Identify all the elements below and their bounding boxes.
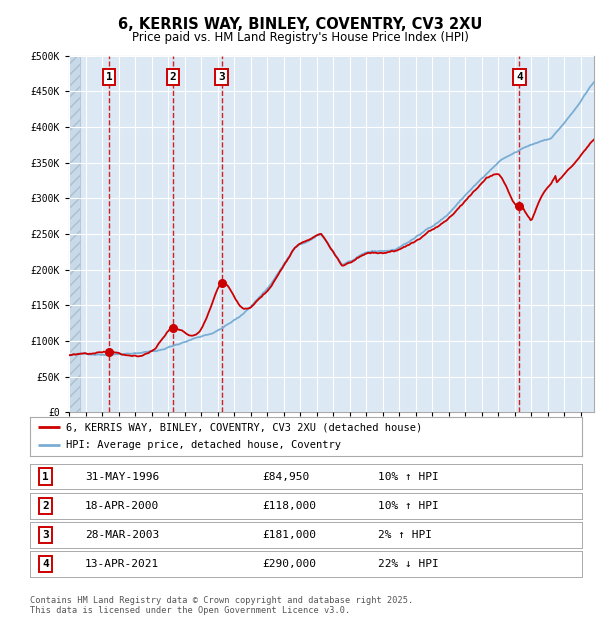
Bar xyxy=(69,56,80,412)
Text: 22% ↓ HPI: 22% ↓ HPI xyxy=(378,559,439,569)
Text: 1: 1 xyxy=(106,72,112,82)
Text: HPI: Average price, detached house, Coventry: HPI: Average price, detached house, Cove… xyxy=(66,440,341,450)
Text: £181,000: £181,000 xyxy=(262,530,316,540)
Text: 2: 2 xyxy=(170,72,176,82)
Text: 6, KERRIS WAY, BINLEY, COVENTRY, CV3 2XU (detached house): 6, KERRIS WAY, BINLEY, COVENTRY, CV3 2XU… xyxy=(66,422,422,432)
Text: 2% ↑ HPI: 2% ↑ HPI xyxy=(378,530,432,540)
Text: 28-MAR-2003: 28-MAR-2003 xyxy=(85,530,160,540)
Text: 4: 4 xyxy=(42,559,49,569)
Text: Contains HM Land Registry data © Crown copyright and database right 2025.
This d: Contains HM Land Registry data © Crown c… xyxy=(30,596,413,615)
Text: 4: 4 xyxy=(516,72,523,82)
Text: £84,950: £84,950 xyxy=(262,472,309,482)
Text: 1: 1 xyxy=(42,472,49,482)
Text: 10% ↑ HPI: 10% ↑ HPI xyxy=(378,501,439,511)
Text: Price paid vs. HM Land Registry's House Price Index (HPI): Price paid vs. HM Land Registry's House … xyxy=(131,31,469,44)
Text: 3: 3 xyxy=(42,530,49,540)
Text: £290,000: £290,000 xyxy=(262,559,316,569)
Text: 13-APR-2021: 13-APR-2021 xyxy=(85,559,160,569)
Text: 18-APR-2000: 18-APR-2000 xyxy=(85,501,160,511)
Text: 10% ↑ HPI: 10% ↑ HPI xyxy=(378,472,439,482)
Text: 6, KERRIS WAY, BINLEY, COVENTRY, CV3 2XU: 6, KERRIS WAY, BINLEY, COVENTRY, CV3 2XU xyxy=(118,17,482,32)
Text: 31-MAY-1996: 31-MAY-1996 xyxy=(85,472,160,482)
Text: 3: 3 xyxy=(218,72,225,82)
Text: £118,000: £118,000 xyxy=(262,501,316,511)
Text: 2: 2 xyxy=(42,501,49,511)
